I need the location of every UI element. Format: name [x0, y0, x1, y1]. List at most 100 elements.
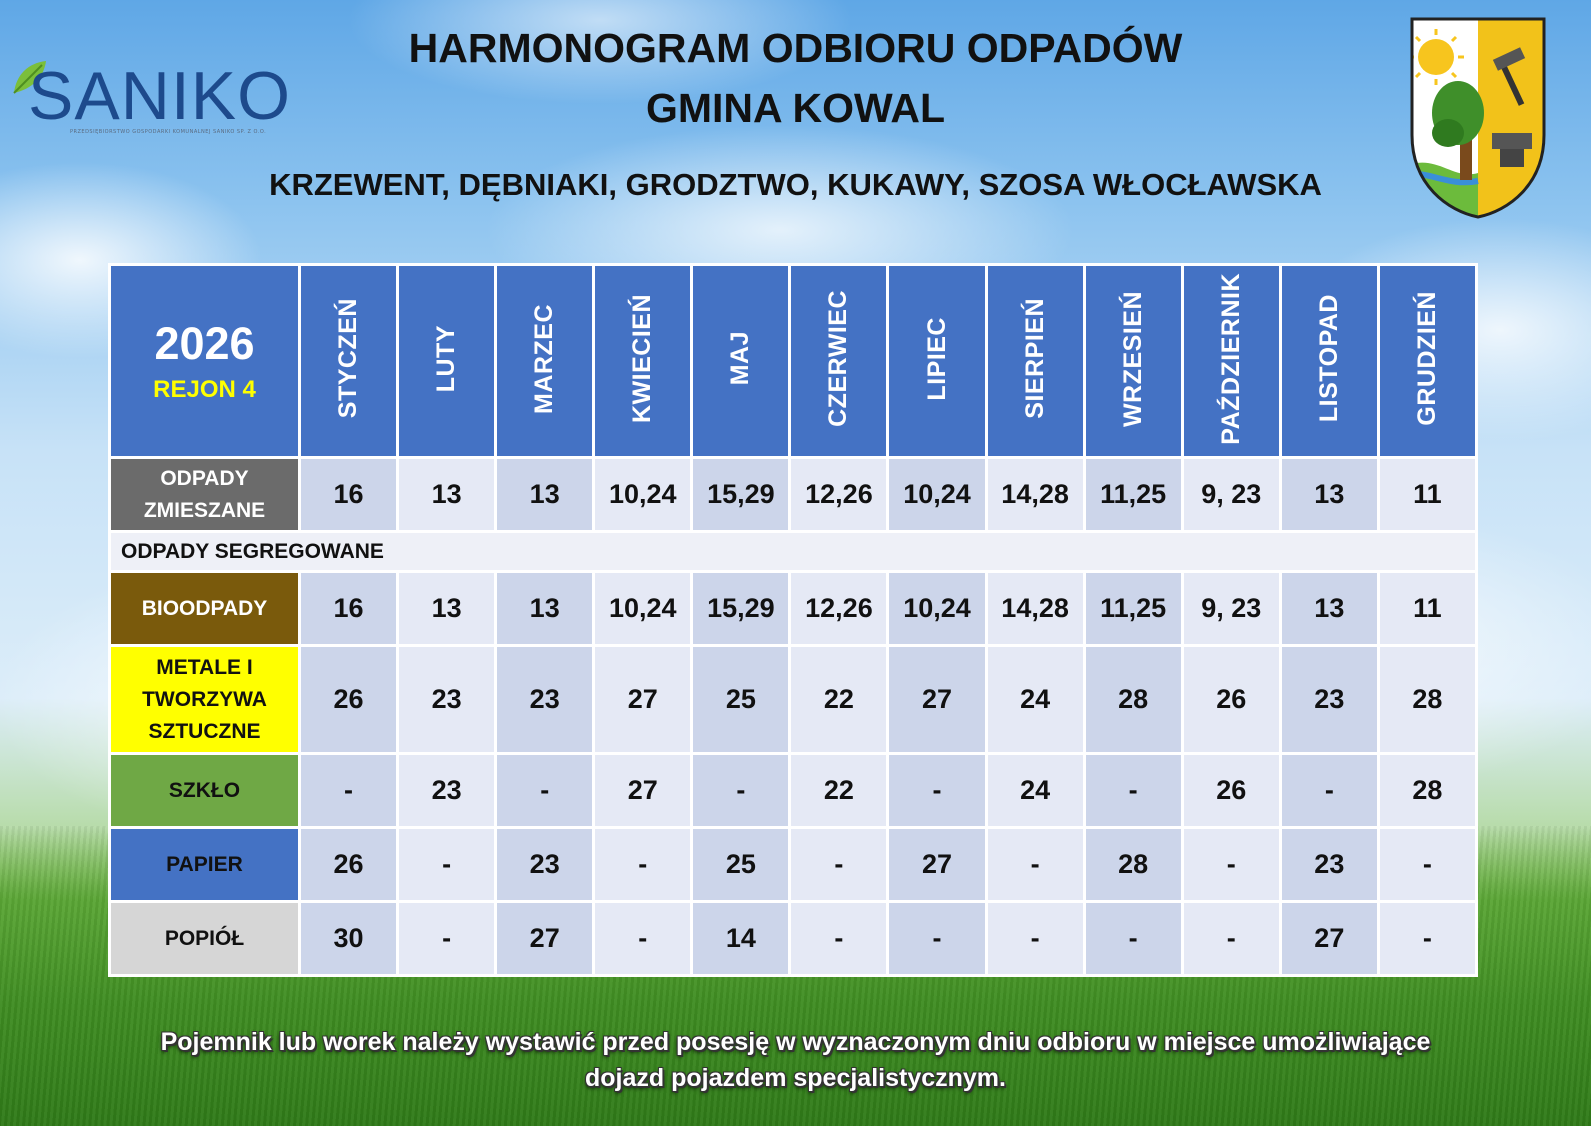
logo-wordmark: SANIKO: [28, 58, 291, 134]
pickup-date-cell: -: [1278, 752, 1380, 829]
pickup-date-cell: 24: [984, 644, 1086, 755]
pickup-date-cell: 25: [690, 826, 792, 903]
pickup-date-cell: -: [1082, 752, 1184, 829]
pickup-date-cell: 27: [592, 752, 694, 829]
pickup-date-cell: -: [1082, 900, 1184, 977]
footer-line-1: Pojemnik lub worek należy wystawić przed…: [160, 1028, 1431, 1056]
pickup-date-cell: 30: [297, 900, 400, 977]
coat-of-arms-icon: [1410, 17, 1546, 219]
pickup-date-cell: 11: [1376, 456, 1479, 533]
pickup-date-cell: 27: [886, 644, 988, 755]
waste-category-label-line: SZKŁO: [168, 778, 241, 802]
month-header: PAŹDZIERNIK: [1180, 263, 1282, 459]
pickup-date-cell: -: [297, 752, 400, 829]
localities-heading: KRZEWENT, DĘBNIAKI, GRODZTWO, KUKAWY, SZ…: [269, 167, 1322, 202]
section-row: ODPADY SEGREGOWANE: [108, 530, 1478, 573]
pickup-date-cell: 23: [1278, 644, 1380, 755]
pickup-date-cell: 27: [886, 826, 988, 903]
pickup-date-cell: 16: [297, 570, 400, 647]
pickup-date-cell: 22: [788, 752, 890, 829]
waste-category-label-line: SZTUCZNE: [148, 719, 261, 743]
month-header: KWIECIEŃ: [592, 263, 694, 459]
pickup-date-cell: 11: [1376, 570, 1479, 647]
pickup-date-cell: 13: [1278, 570, 1380, 647]
waste-category-label: POPIÓŁ: [108, 900, 301, 977]
pickup-date-cell: 28: [1082, 644, 1184, 755]
pickup-date-cell: 26: [297, 826, 400, 903]
pickup-date-cell: 26: [1180, 752, 1282, 829]
pickup-date-cell: 13: [494, 456, 596, 533]
pickup-date-cell: -: [1376, 826, 1479, 903]
schedule-row: BIOODPADY 16 13 13 10,24 15,29 12,26 10,24 14,28…: [108, 570, 1479, 647]
pickup-date-cell: 10,24: [592, 456, 694, 533]
pickup-date-cell: -: [1180, 900, 1282, 977]
pickup-date-cell: 22: [788, 644, 890, 755]
pickup-date-cell: 13: [396, 456, 498, 533]
waste-category-label: ODPADY ZMIESZANE: [108, 456, 301, 533]
pickup-date-cell: -: [886, 752, 988, 829]
waste-category-label-line: TWORZYWA: [142, 687, 267, 711]
pickup-date-cell: 11,25: [1082, 456, 1184, 533]
pickup-date-cell: 23: [494, 826, 596, 903]
pickup-date-cell: -: [886, 900, 988, 977]
waste-schedule-table: 2026 REJON 4 STYCZEŃ LUTY MARZEC KWIECIE…: [108, 263, 1479, 977]
pickup-date-cell: 25: [690, 644, 792, 755]
pickup-date-cell: 14: [690, 900, 792, 977]
pickup-date-cell: 24: [984, 752, 1086, 829]
pickup-date-cell: 26: [297, 644, 400, 755]
month-header: LISTOPAD: [1278, 263, 1380, 459]
logo-subtitle: PRZEDSIĘBIORSTWO GOSPODARKI KOMUNALNEJ S…: [70, 129, 267, 135]
year-cell: 2026 REJON 4: [108, 263, 301, 459]
pickup-date-cell: -: [396, 900, 498, 977]
month-header: SIERPIEŃ: [984, 263, 1086, 459]
page-title: HARMONOGRAM ODBIORU ODPADÓW: [408, 25, 1183, 71]
pickup-date-cell: 27: [1278, 900, 1380, 977]
pickup-date-cell: 14,28: [984, 456, 1086, 533]
pickup-date-cell: 9, 23: [1180, 570, 1282, 647]
pickup-date-cell: 26: [1180, 644, 1282, 755]
pickup-date-cell: -: [1376, 900, 1479, 977]
page-subtitle: GMINA KOWAL: [645, 85, 946, 131]
pickup-date-cell: 23: [1278, 826, 1380, 903]
waste-category-label-line: POPIÓŁ: [164, 926, 245, 950]
table-header-row: 2026 REJON 4 STYCZEŃ LUTY MARZEC KWIECIE…: [108, 263, 1479, 459]
pickup-date-cell: 23: [396, 752, 498, 829]
schedule-row: POPIÓŁ 30-27-14- - - - -27-: [108, 900, 1479, 977]
pickup-date-cell: -: [788, 826, 890, 903]
pickup-date-cell: 16: [297, 456, 400, 533]
waste-category-label-line: PAPIER: [166, 852, 243, 876]
pickup-date-cell: -: [984, 900, 1086, 977]
pickup-date-cell: 13: [396, 570, 498, 647]
waste-category-label: PAPIER: [108, 826, 301, 903]
month-header: MAJ: [690, 263, 792, 459]
footer-line-2: dojazd pojazdem specjalistycznym.: [585, 1064, 1006, 1092]
pickup-date-cell: -: [592, 900, 694, 977]
schedule-row: ODPADY ZMIESZANE 16 13 13 10,24 15,29 12,26 10,2…: [108, 456, 1479, 533]
pickup-date-cell: 10,24: [886, 570, 988, 647]
pickup-date-cell: -: [592, 826, 694, 903]
waste-category-label: METALE I TWORZYWA SZTUCZNE: [108, 644, 301, 755]
pickup-date-cell: 13: [1278, 456, 1380, 533]
month-header: CZERWIEC: [788, 263, 890, 459]
waste-category-label-line: ZMIESZANE: [143, 498, 266, 522]
pickup-date-cell: 15,29: [690, 570, 792, 647]
month-header: GRUDZIEŃ: [1376, 263, 1479, 459]
pickup-date-cell: 28: [1376, 752, 1479, 829]
pickup-date-cell: 27: [592, 644, 694, 755]
pickup-date-cell: 11,25: [1082, 570, 1184, 647]
month-header: LUTY: [396, 263, 498, 459]
pickup-date-cell: -: [788, 900, 890, 977]
schedule-row: SZKŁO -23-27-22-24-26-28: [108, 752, 1479, 829]
month-header: WRZESIEŃ: [1082, 263, 1184, 459]
pickup-date-cell: -: [690, 752, 792, 829]
section-label: ODPADY SEGREGOWANE: [108, 530, 1478, 573]
pickup-date-cell: 10,24: [592, 570, 694, 647]
month-header: MARZEC: [494, 263, 596, 459]
leaf-icon: [13, 61, 46, 94]
pickup-date-cell: 9, 23: [1180, 456, 1282, 533]
schedule-row: PAPIER 26-23-25-27-28-23-: [108, 826, 1479, 903]
pickup-date-cell: -: [396, 826, 498, 903]
waste-category-label-line: BIOODPADY: [141, 596, 268, 620]
pickup-date-cell: 23: [396, 644, 498, 755]
pickup-date-cell: 15,29: [690, 456, 792, 533]
